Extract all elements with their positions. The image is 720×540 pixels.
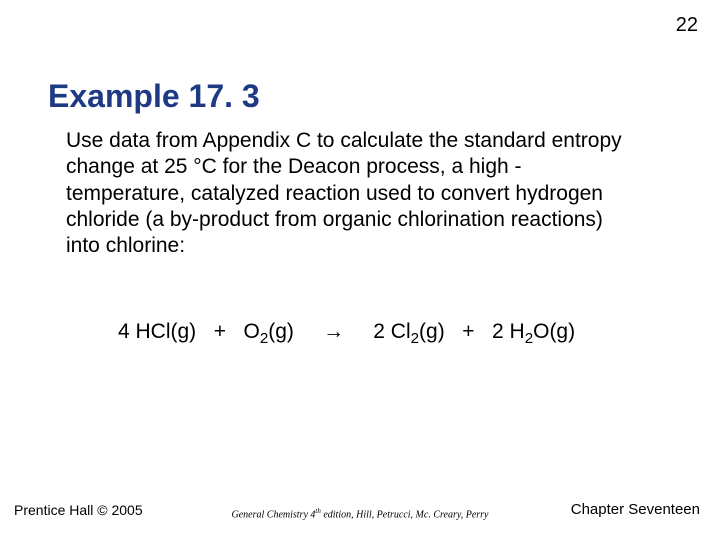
footer-book-title: General Chemistry 4th edition, Hill, Pet… [232,507,489,520]
plus-sign: + [214,320,226,343]
reactant-hcl: 4 HCl(g) [118,320,196,343]
footer-center-post: edition, Hill, Petrucci, Mc. Creary, Per… [321,509,489,520]
product-cl2-sub: 2 [411,330,419,347]
product-h2o-post: O(g) [533,320,575,343]
reactant-o2-sub: 2 [260,330,268,347]
product-h2o-pre: 2 H [492,320,525,343]
footer-chapter: Chapter Seventeen [571,501,700,518]
product-h2o-sub: 2 [525,330,533,347]
reaction-arrow-icon: → [323,320,344,344]
chemical-equation: 4 HCl(g) + O2(g) → 2 Cl2(g) + 2 H2O(g) [118,320,575,344]
page-number: 22 [676,14,698,37]
footer-center-pre: General Chemistry 4 [232,509,316,520]
reactant-o2-post: (g) [268,320,294,343]
reactant-o2-pre: O [243,320,259,343]
product-cl2-pre: 2 Cl [373,320,410,343]
product-cl2-post: (g) [419,320,445,343]
plus-sign: + [462,320,474,343]
problem-statement: Use data from Appendix C to calculate th… [66,128,626,259]
footer-copyright: Prentice Hall © 2005 [14,502,143,518]
example-title: Example 17. 3 [48,78,260,115]
